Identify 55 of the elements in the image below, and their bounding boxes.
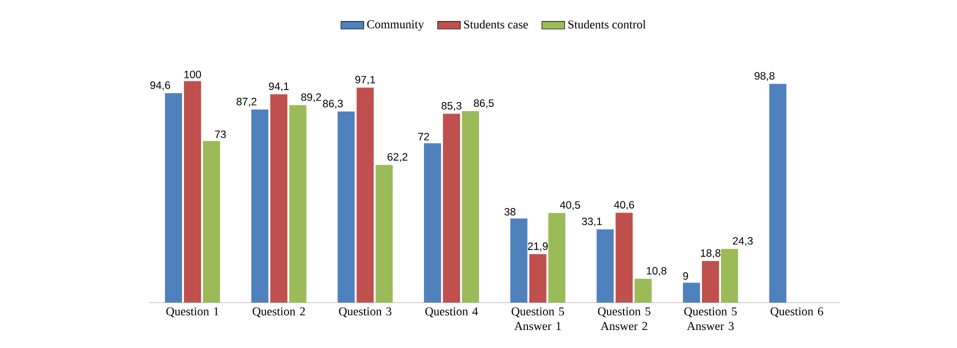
bar (702, 261, 720, 303)
data-label: 9 (683, 272, 688, 280)
data-label: 100 (184, 70, 201, 78)
data-label: 89,2 (301, 93, 321, 102)
data-label: 85,3 (442, 102, 462, 111)
bar (720, 248, 738, 303)
x-tick-label: Question 5 Answer 1 (512, 307, 564, 330)
data-label: 72 (418, 132, 430, 140)
data-label: 98,8 (754, 72, 774, 81)
bar (510, 218, 528, 303)
legend-label: Students control (568, 20, 646, 29)
bar (376, 164, 393, 303)
x-tick-label: Question 6 (770, 307, 824, 318)
bar (442, 114, 460, 303)
legend-label: Students case (464, 20, 528, 29)
data-label: 87,2 (236, 98, 256, 107)
x-tick-label: Question 5 Answer 2 (598, 307, 650, 330)
bar (202, 140, 220, 303)
data-label: 40,5 (560, 201, 580, 210)
bar (462, 111, 480, 303)
bar (634, 278, 652, 303)
data-label: 86,5 (474, 99, 494, 108)
x-tick-label: Question 4 (425, 307, 478, 318)
data-label: 62,2 (388, 153, 408, 162)
x-tick-label: Question 3 (339, 307, 392, 318)
bar (596, 229, 614, 303)
x-tick-label: Question 1 (166, 307, 218, 318)
data-label: 10,8 (646, 266, 666, 276)
data-label: 38 (504, 208, 516, 216)
data-label: 18,8 (700, 249, 720, 258)
bar (184, 81, 202, 303)
data-label: 24,3 (732, 237, 753, 246)
data-label: 73 (214, 130, 226, 138)
bar (270, 94, 288, 303)
bar (289, 105, 306, 303)
bar (424, 143, 442, 303)
data-label: 94,6 (150, 81, 170, 90)
bar (356, 88, 374, 303)
bar (616, 212, 633, 303)
data-label: 97,1 (355, 76, 376, 85)
data-label: 40,6 (614, 200, 634, 210)
data-label: 33,1 (582, 218, 602, 226)
data-label: 86,3 (322, 100, 343, 109)
bar (682, 282, 700, 303)
bar (164, 93, 182, 303)
bar (251, 110, 268, 303)
data-label: 94,1 (268, 82, 289, 92)
bar (769, 84, 786, 303)
x-tick-label: Question 2 (252, 307, 305, 318)
legend-label: Community (367, 20, 424, 31)
bar (338, 112, 355, 303)
x-tick-label: Question 5 Answer 3 (684, 307, 737, 330)
bar (529, 254, 546, 303)
bar (548, 212, 566, 303)
data-label: 21,9 (528, 242, 548, 252)
